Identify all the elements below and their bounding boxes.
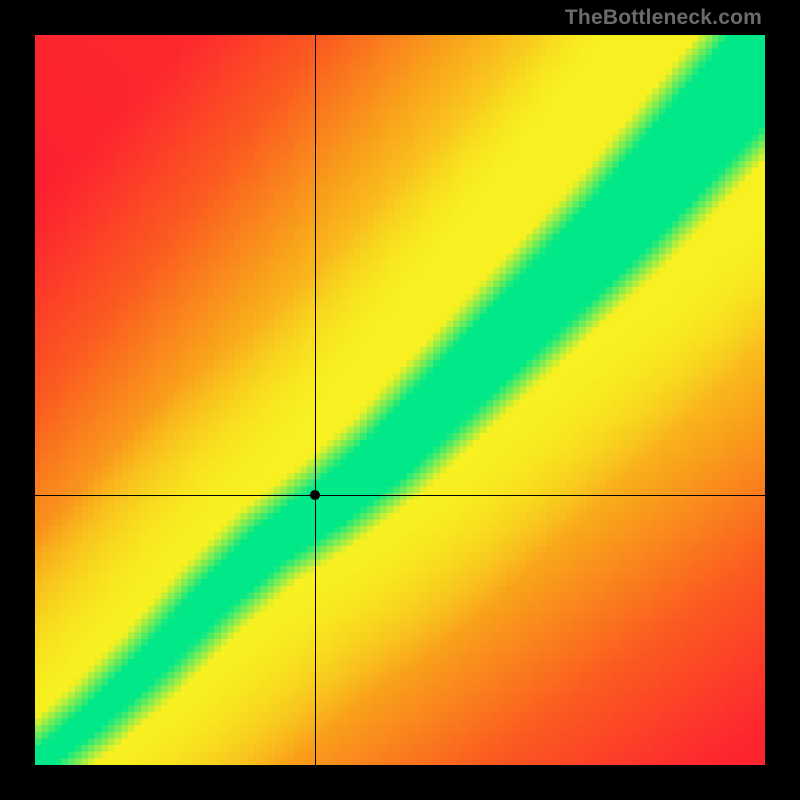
crosshair-point	[310, 490, 320, 500]
plot-area	[35, 35, 765, 765]
crosshair-horizontal	[35, 495, 765, 496]
watermark-text: TheBottleneck.com	[565, 6, 762, 30]
crosshair-vertical	[315, 35, 316, 765]
heatmap-canvas	[35, 35, 765, 765]
